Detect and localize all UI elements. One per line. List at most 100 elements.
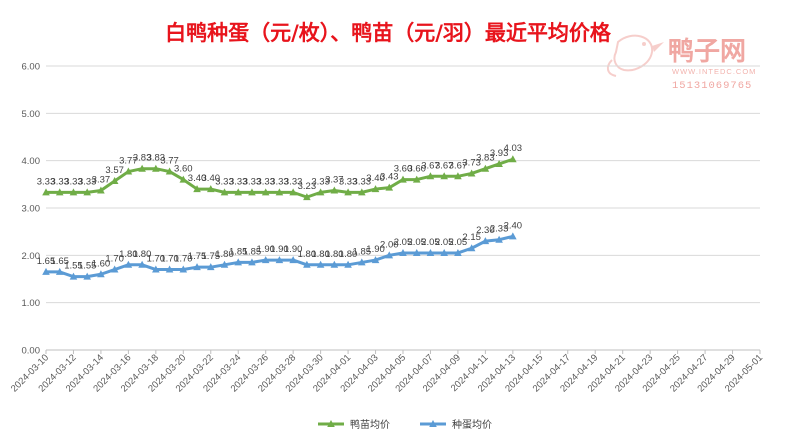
data-point bbox=[248, 258, 256, 266]
data-label: 3.33 bbox=[215, 176, 234, 187]
data-point bbox=[179, 175, 188, 183]
y-tick-label: 4.00 bbox=[22, 156, 41, 167]
y-tick-label: 5.00 bbox=[22, 109, 41, 120]
data-point bbox=[358, 258, 366, 266]
data-point bbox=[42, 267, 50, 275]
data-label: 1.65 bbox=[37, 256, 56, 267]
data-label: 3.60 bbox=[394, 164, 413, 175]
data-label: 1.70 bbox=[174, 254, 193, 265]
data-point bbox=[138, 164, 146, 172]
data-label: 1.55 bbox=[64, 261, 83, 272]
data-label: 1.80 bbox=[298, 249, 317, 260]
data-label: 2.05 bbox=[449, 237, 468, 248]
legend-label-0: 鸭苗均价 bbox=[350, 418, 390, 431]
data-label: 1.90 bbox=[366, 244, 385, 255]
data-point bbox=[55, 267, 64, 275]
data-point bbox=[261, 188, 270, 196]
data-point bbox=[110, 265, 119, 273]
data-label: 2.15 bbox=[462, 232, 481, 243]
data-label: 3.60 bbox=[407, 164, 426, 175]
data-label: 2.33 bbox=[490, 224, 509, 235]
data-point bbox=[248, 188, 256, 196]
data-label: 3.40 bbox=[202, 173, 221, 184]
y-tick-label: 2.00 bbox=[22, 251, 41, 262]
legend: 鸭苗均价 种蛋均价 bbox=[318, 418, 492, 431]
data-label: 3.33 bbox=[78, 176, 97, 187]
data-point bbox=[358, 188, 366, 196]
data-point bbox=[289, 188, 297, 196]
data-label: 3.67 bbox=[421, 160, 440, 171]
data-label: 1.75 bbox=[188, 251, 207, 262]
data-point bbox=[303, 260, 311, 268]
data-label: 1.90 bbox=[270, 244, 289, 255]
data-point bbox=[495, 159, 503, 167]
data-label: 3.33 bbox=[243, 176, 262, 187]
data-label: 3.83 bbox=[147, 153, 166, 164]
data-label: 3.33 bbox=[284, 176, 303, 187]
data-point bbox=[454, 248, 462, 256]
data-point bbox=[440, 248, 448, 256]
data-point bbox=[316, 188, 325, 196]
data-label: 3.57 bbox=[105, 165, 124, 176]
data-point bbox=[220, 188, 229, 196]
data-point bbox=[152, 265, 160, 273]
data-label: 1.90 bbox=[284, 244, 303, 255]
data-point bbox=[220, 260, 229, 268]
data-point bbox=[42, 188, 50, 196]
data-label: 1.60 bbox=[92, 258, 111, 269]
data-point bbox=[454, 172, 462, 180]
data-point bbox=[385, 251, 394, 259]
data-label: 1.80 bbox=[311, 249, 330, 260]
data-point bbox=[179, 265, 188, 273]
data-label: 1.75 bbox=[202, 251, 221, 262]
data-point bbox=[509, 232, 517, 240]
data-point bbox=[152, 164, 160, 172]
data-point bbox=[481, 164, 490, 172]
data-point bbox=[467, 169, 476, 177]
data-label: 3.67 bbox=[449, 160, 468, 171]
data-label: 2.05 bbox=[421, 237, 440, 248]
data-label: 3.73 bbox=[462, 157, 481, 168]
data-label: 3.33 bbox=[353, 176, 372, 187]
data-point bbox=[234, 188, 243, 196]
data-label: 3.40 bbox=[188, 173, 207, 184]
data-label: 3.23 bbox=[298, 181, 317, 192]
data-label: 1.80 bbox=[215, 249, 234, 260]
data-label: 2.00 bbox=[380, 239, 399, 250]
data-point bbox=[412, 248, 421, 256]
data-label: 4.03 bbox=[504, 143, 523, 154]
data-point bbox=[206, 263, 215, 271]
y-tick-label: 3.00 bbox=[22, 204, 41, 215]
watermark-url: WWW.INTEDC.COM bbox=[672, 67, 756, 76]
data-point bbox=[193, 185, 201, 193]
y-axis-ticks: 0.00 1.00 2.00 3.00 4.00 5.00 6.00 bbox=[22, 62, 41, 357]
series-lines bbox=[42, 155, 517, 280]
data-point bbox=[344, 260, 352, 268]
data-label: 1.80 bbox=[325, 249, 344, 260]
data-label: 3.33 bbox=[270, 176, 289, 187]
data-label: 3.33 bbox=[311, 176, 330, 187]
data-label: 2.05 bbox=[407, 237, 426, 248]
data-point bbox=[275, 188, 284, 196]
chart-title: 白鸭种蛋（元/枚）、鸭苗（元/羽）最近平均价格 bbox=[165, 21, 612, 45]
data-label: 3.93 bbox=[490, 148, 509, 159]
data-label: 3.60 bbox=[174, 164, 193, 175]
data-point bbox=[371, 185, 380, 193]
data-label: 1.55 bbox=[78, 261, 97, 272]
data-point bbox=[234, 258, 243, 266]
data-point bbox=[55, 188, 64, 196]
data-label: 1.85 bbox=[243, 246, 262, 257]
data-label: 3.67 bbox=[435, 160, 454, 171]
data-point bbox=[165, 265, 174, 273]
data-point bbox=[69, 188, 78, 196]
data-point bbox=[303, 193, 311, 201]
x-axis-ticks: 2024-03-102024-03-122024-03-142024-03-16… bbox=[9, 350, 765, 394]
y-tick-label: 1.00 bbox=[22, 298, 41, 309]
data-point bbox=[467, 244, 476, 252]
data-point bbox=[289, 256, 297, 264]
data-label: 1.70 bbox=[105, 254, 124, 265]
data-label: 2.05 bbox=[394, 237, 413, 248]
data-label: 3.83 bbox=[133, 153, 152, 164]
data-label: 1.85 bbox=[229, 246, 248, 257]
